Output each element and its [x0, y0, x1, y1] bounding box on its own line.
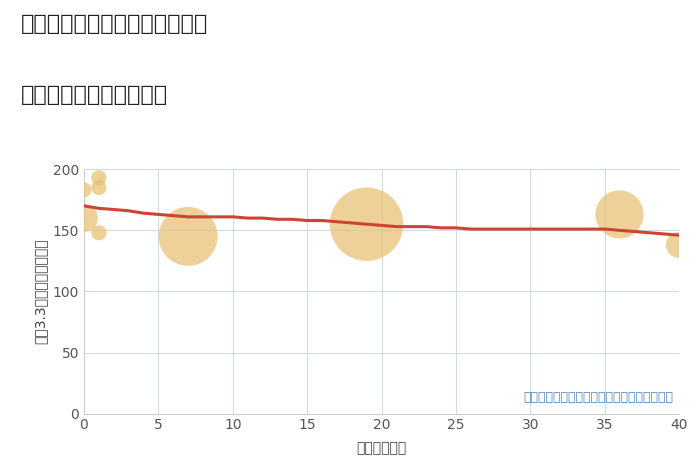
- Point: [361, 220, 372, 228]
- Point: [183, 233, 194, 240]
- Text: 築年数別中古戸建て価格: 築年数別中古戸建て価格: [21, 85, 168, 105]
- Point: [93, 229, 104, 236]
- Point: [93, 174, 104, 181]
- Point: [93, 184, 104, 191]
- Point: [78, 214, 90, 222]
- Point: [78, 186, 90, 194]
- X-axis label: 築年数（年）: 築年数（年）: [356, 441, 407, 455]
- Point: [614, 211, 625, 218]
- Y-axis label: 坪（3.3㎡）単価（万円）: 坪（3.3㎡）単価（万円）: [33, 239, 47, 344]
- Text: 愛知県名古屋市千種区穂波町の: 愛知県名古屋市千種区穂波町の: [21, 14, 209, 34]
- Text: 円の大きさは、取引のあった物件面積を示す: 円の大きさは、取引のあった物件面積を示す: [523, 391, 673, 404]
- Point: [673, 241, 685, 249]
